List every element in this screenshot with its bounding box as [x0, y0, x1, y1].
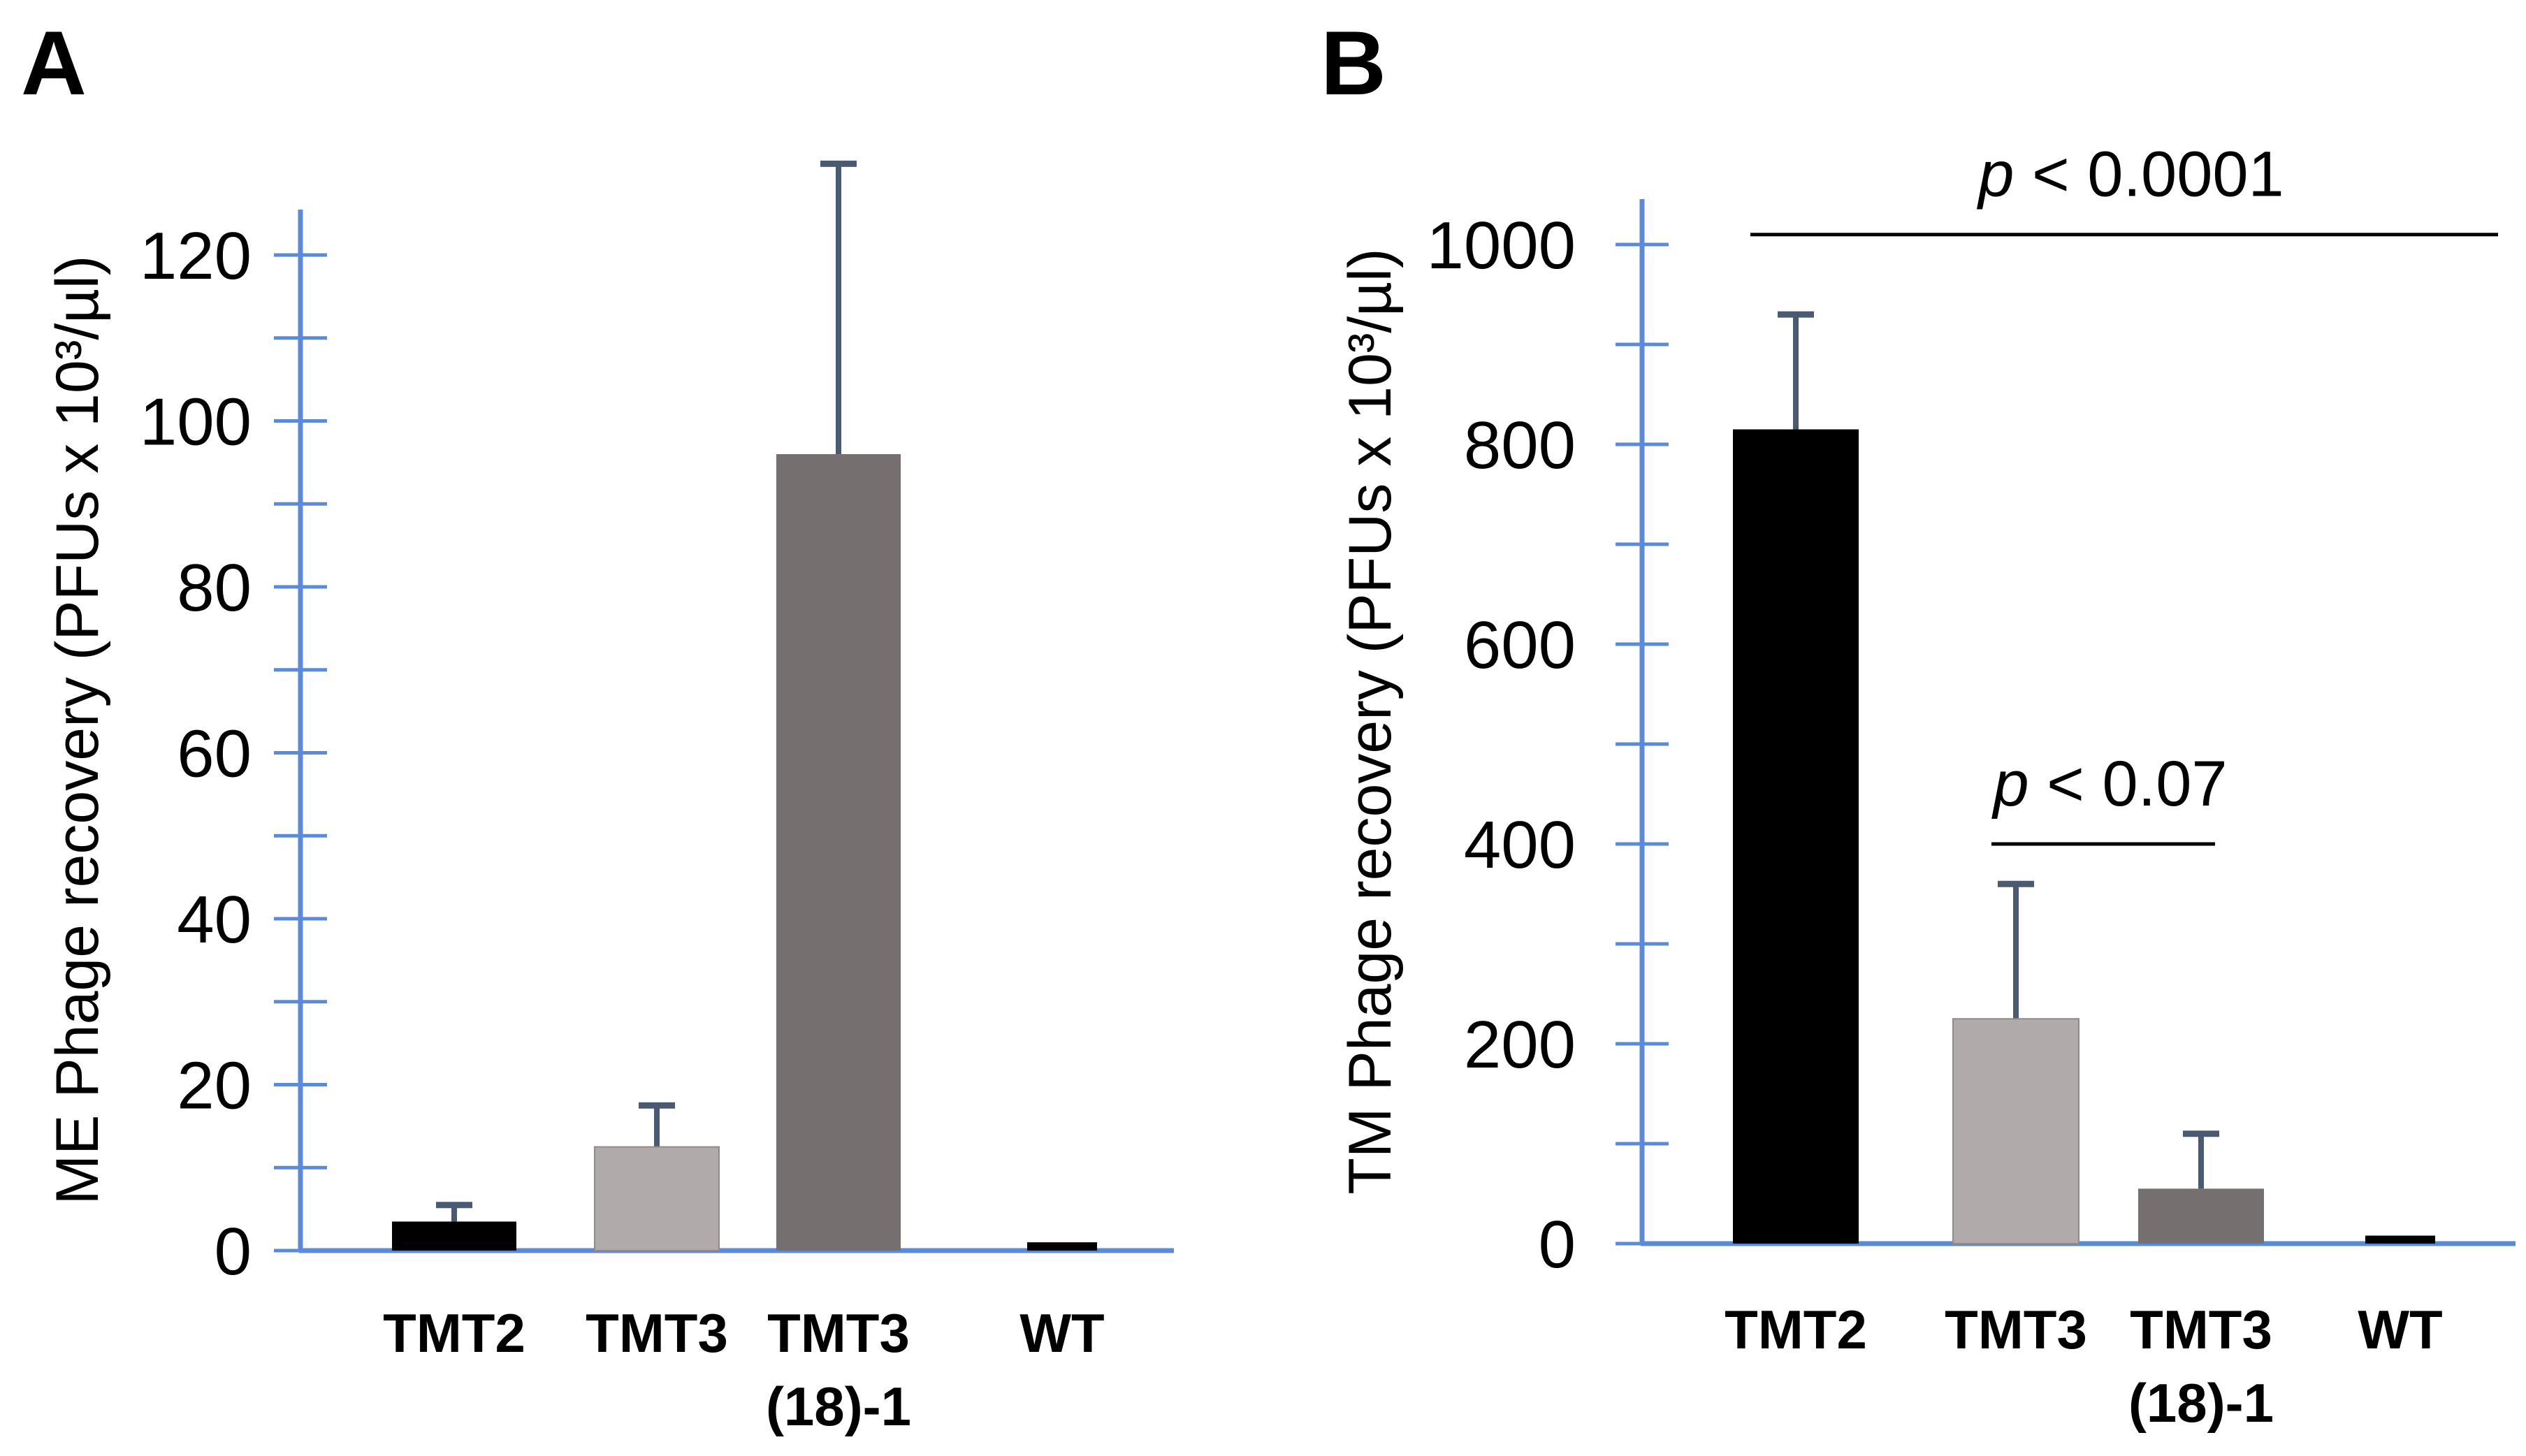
y-tick-label: 60 — [177, 717, 252, 792]
x-category-label: (18)-1 — [766, 1376, 911, 1437]
x-category-label: WT — [2358, 1299, 2442, 1360]
bar — [776, 454, 901, 1251]
x-category-label: WT — [1019, 1302, 1104, 1364]
y-tick-label: 80 — [177, 551, 252, 625]
y-tick-label: 40 — [177, 882, 252, 957]
x-category-label: TMT3 — [1945, 1299, 2087, 1360]
y-axis-label: ME Phage recovery (PFUs x 10³/µl) — [44, 255, 111, 1204]
x-category-label: TMT3 — [586, 1302, 728, 1364]
y-tick-label: 0 — [215, 1214, 252, 1289]
bar — [2365, 1235, 2435, 1244]
bar — [594, 1146, 720, 1251]
y-tick-label: 120 — [140, 219, 252, 293]
y-tick-label: 400 — [1464, 808, 1576, 882]
panel-b-chart: 0 200 400 600 800 1000 TM Phage recovery (PFUs… — [1337, 139, 2516, 1434]
x-category-label: TMT3 — [767, 1302, 910, 1364]
x-category-label: TMT2 — [383, 1302, 525, 1364]
bar — [1952, 1018, 2079, 1244]
y-tick-label: 1000 — [1426, 208, 1576, 283]
x-category-label: TMT3 — [2130, 1299, 2272, 1360]
panel-a-chart: 0 20 40 60 80 100 120 ME Phage recovery (PFUs x… — [44, 160, 1174, 1437]
y-tick-label: 600 — [1464, 608, 1576, 683]
y-tick-label: 20 — [177, 1049, 252, 1123]
bar — [392, 1221, 516, 1251]
y-tick-label: 800 — [1464, 408, 1576, 483]
p-value-label: p < 0.0001 — [1976, 139, 2284, 210]
x-category-label: (18)-1 — [2128, 1372, 2274, 1434]
y-tick-label: 0 — [1539, 1207, 1576, 1282]
bar — [2138, 1188, 2264, 1244]
panel-letter-a: A — [21, 12, 87, 114]
panel-letter-b: B — [1321, 12, 1386, 114]
p-value-label: p < 0.07 — [1991, 748, 2227, 820]
y-tick-label: 100 — [140, 385, 252, 460]
y-axis-label: TM Phage recovery (PFUs x 10³/µl) — [1337, 248, 1404, 1194]
bar — [1733, 429, 1859, 1244]
y-tick-label: 200 — [1464, 1007, 1576, 1082]
bar — [1027, 1242, 1097, 1251]
x-category-label: TMT2 — [1725, 1299, 1867, 1360]
